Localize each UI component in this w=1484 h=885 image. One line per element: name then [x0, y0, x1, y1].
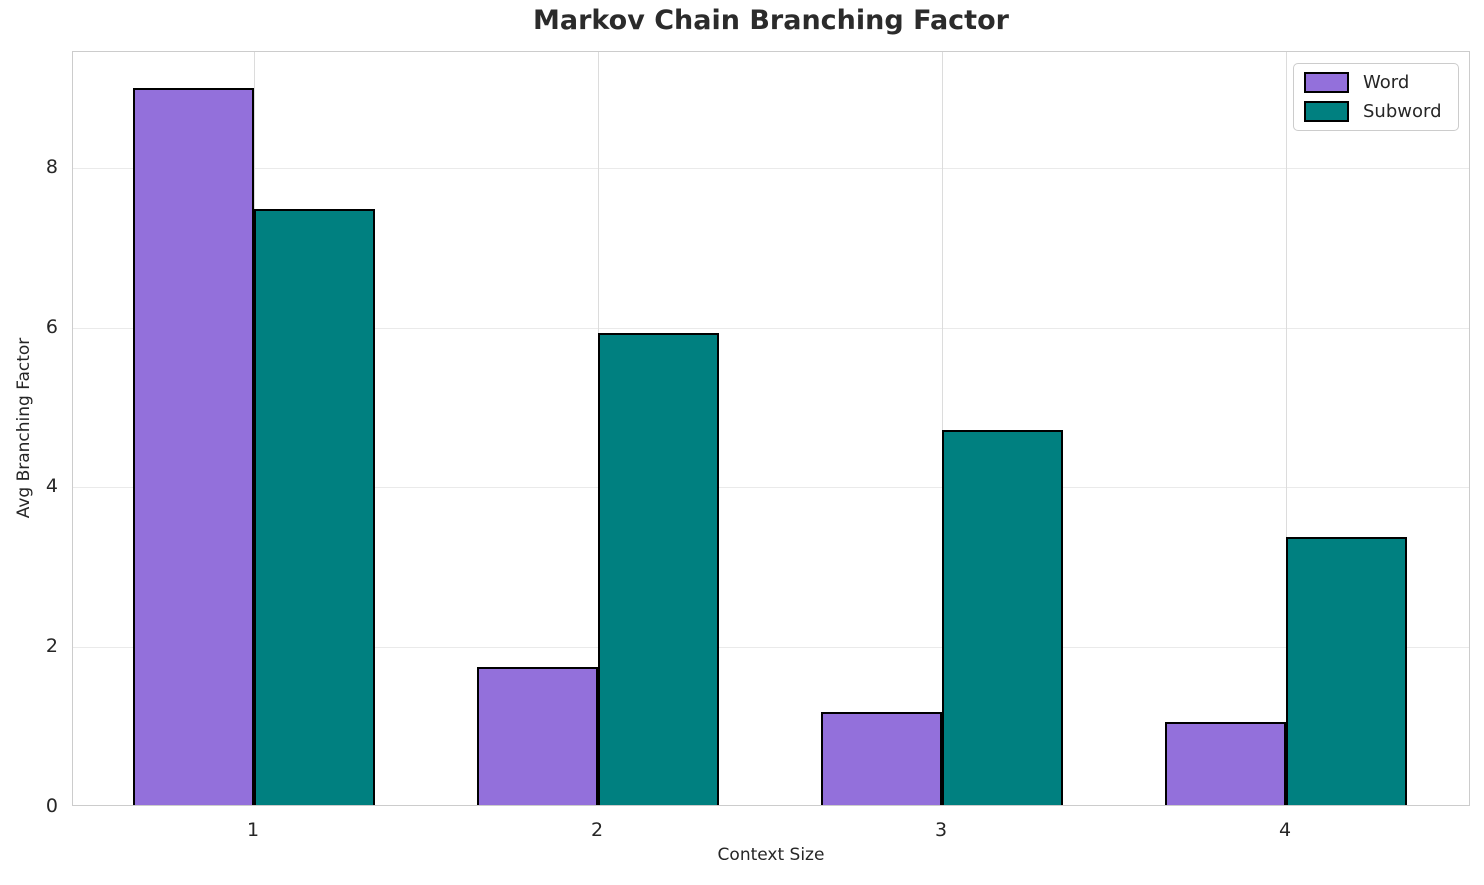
- bar-word-4: [1165, 721, 1286, 805]
- legend-swatch-subword: [1304, 101, 1349, 122]
- gridline-y-6: [73, 327, 1469, 329]
- y-tick-label-0: 0: [45, 795, 58, 817]
- gridline-y-2: [73, 647, 1469, 649]
- gridline-x-4: [1286, 52, 1287, 805]
- bar-subword-4: [1286, 536, 1407, 805]
- bar-subword-1: [254, 209, 375, 805]
- legend-swatch-word: [1304, 72, 1349, 93]
- x-axis-label: Context Size: [717, 845, 825, 865]
- y-tick-label-6: 6: [45, 315, 58, 338]
- plot-area: Word Subword: [72, 51, 1470, 806]
- gridline-y-8: [73, 167, 1469, 169]
- bar-word-2: [477, 666, 598, 805]
- gridline-x-3: [942, 52, 943, 805]
- legend: Word Subword: [1293, 63, 1459, 131]
- bar-word-1: [133, 87, 254, 805]
- bar-subword-2: [598, 332, 719, 805]
- gridline-y-4: [73, 487, 1469, 489]
- chart-title: Markov Chain Branching Factor: [533, 5, 1009, 36]
- y-tick-label-4: 4: [45, 475, 58, 498]
- bar-word-3: [821, 712, 942, 805]
- x-tick-label-2: 2: [590, 819, 604, 841]
- bar-subword-3: [942, 429, 1063, 805]
- y-tick-label-2: 2: [45, 635, 58, 658]
- x-tick-label-3: 3: [934, 819, 948, 841]
- y-tick-label-8: 8: [45, 155, 58, 178]
- legend-label-subword: Subword: [1363, 101, 1442, 122]
- legend-label-word: Word: [1363, 72, 1410, 93]
- legend-item-word: Word: [1304, 72, 1448, 93]
- legend-item-subword: Subword: [1304, 101, 1448, 122]
- x-tick-label-1: 1: [246, 819, 260, 841]
- x-tick-label-4: 4: [1278, 819, 1292, 841]
